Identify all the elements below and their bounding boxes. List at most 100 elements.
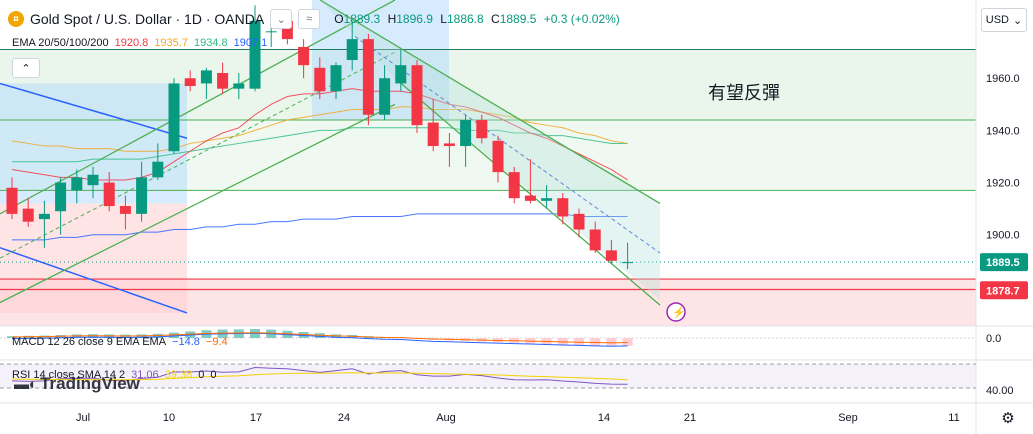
candle-body <box>55 182 67 212</box>
candle[interactable] <box>119 195 131 230</box>
macd-tick-label: 0.0 <box>986 333 1001 345</box>
candle[interactable] <box>103 172 115 212</box>
candle[interactable] <box>379 65 391 120</box>
candle[interactable] <box>508 166 520 204</box>
rsi-legend[interactable]: RSI 14 close SMA 14 2 31.06 39.38 0 0 <box>12 369 216 381</box>
candle-body <box>152 161 164 178</box>
candle-body <box>168 83 180 152</box>
candle[interactable] <box>55 177 67 235</box>
ema-label: EMA 20/50/100/200 <box>12 37 109 49</box>
candle-body <box>103 182 115 207</box>
price-label-badge <box>980 281 1028 300</box>
candle-body <box>557 198 569 217</box>
candle-body <box>379 78 391 115</box>
candle-body <box>427 122 439 147</box>
tradingview-logo-icon: ▬◖ <box>14 375 36 393</box>
tradingview-logo[interactable]: ▬◖ TradingView <box>14 374 140 393</box>
candle-body <box>249 20 261 89</box>
candle-body <box>541 198 553 201</box>
candle[interactable] <box>168 78 180 154</box>
candle-body <box>22 208 34 222</box>
x-tick-label: 11 <box>948 412 959 424</box>
collapse-legend-button[interactable]: ⌃ <box>12 58 40 78</box>
compare-icon[interactable]: ≈ <box>298 9 321 29</box>
candle[interactable] <box>152 143 164 180</box>
candle[interactable] <box>249 5 261 92</box>
chevron-down-icon: ⌄ <box>1013 14 1023 27</box>
candle[interactable] <box>6 177 18 220</box>
candle[interactable] <box>541 185 553 209</box>
rsi-line <box>11 367 628 385</box>
candle[interactable] <box>395 49 407 92</box>
price-label-text: 1878.7 <box>986 285 1020 297</box>
candle[interactable] <box>443 133 455 167</box>
macd-histogram-bar <box>7 336 17 338</box>
candle[interactable] <box>573 208 585 238</box>
candle[interactable] <box>217 62 229 94</box>
candle[interactable] <box>38 200 50 248</box>
ema-legend[interactable]: EMA 20/50/100/200 1920.8 1935.7 1934.8 1… <box>12 37 267 49</box>
macd-signal-value: −9.4 <box>205 336 228 348</box>
lightning-icon[interactable]: ⚡ <box>666 302 686 322</box>
candle-body <box>460 119 472 147</box>
candle-body <box>71 177 83 191</box>
ema50-line <box>11 106 628 152</box>
candle[interactable] <box>557 192 569 225</box>
candle[interactable] <box>200 67 212 100</box>
candle-body <box>298 46 310 66</box>
macd-label: MACD 12 26 close 9 EMA EMA <box>12 336 167 348</box>
candle[interactable] <box>362 33 374 126</box>
ema200-line <box>12 213 628 241</box>
candle[interactable] <box>589 221 601 253</box>
candle[interactable] <box>427 99 439 152</box>
rsi-div2-value: 0 <box>210 369 217 381</box>
candle[interactable] <box>476 114 488 144</box>
candle-body <box>87 174 99 186</box>
candle[interactable] <box>314 57 326 100</box>
candle[interactable] <box>184 70 196 92</box>
x-tick-label: 21 <box>684 412 696 424</box>
candle-body <box>573 213 585 230</box>
candle[interactable] <box>136 161 148 222</box>
macd-legend[interactable]: MACD 12 26 close 9 EMA EMA −14.8 −9.4 <box>12 336 228 348</box>
candle-body <box>217 73 229 89</box>
macd-histogram-bar <box>590 338 601 346</box>
candle[interactable] <box>298 39 310 79</box>
candle[interactable] <box>411 59 423 134</box>
chevron-down-icon[interactable]: ⌄ <box>270 9 293 29</box>
candle[interactable] <box>524 159 536 204</box>
gear-icon[interactable]: ⚙ <box>1001 410 1015 427</box>
candle[interactable] <box>71 169 83 204</box>
candle-body <box>476 119 488 139</box>
currency-selector[interactable]: USD ⌄ <box>981 8 1027 32</box>
candle[interactable] <box>233 73 245 100</box>
macd-line <box>11 332 628 347</box>
chart-header: ¤ Gold Spot / U.S. Dollar · 1D · OANDA ⌄… <box>8 8 624 30</box>
down-channel-line[interactable] <box>394 77 661 306</box>
x-tick-label: Sep <box>838 412 858 424</box>
x-tick-label: 24 <box>338 412 350 424</box>
candle[interactable] <box>492 135 504 183</box>
candle[interactable] <box>346 20 358 71</box>
candle-body <box>233 83 245 89</box>
candle-body <box>443 143 455 147</box>
annotation-text[interactable]: 有望反彈 <box>708 83 780 103</box>
symbol-title[interactable]: Gold Spot / U.S. Dollar · 1D · OANDA <box>30 11 265 27</box>
macd-histogram-bar <box>606 338 617 347</box>
candle[interactable] <box>605 239 617 264</box>
down-channel-line[interactable] <box>319 0 661 204</box>
uptrend-channel-line[interactable] <box>0 103 396 304</box>
candle[interactable] <box>87 166 99 199</box>
chevron-up-icon: ⌃ <box>21 62 31 75</box>
candle[interactable] <box>622 242 634 270</box>
downtrend-channel-line[interactable] <box>0 247 188 314</box>
candle[interactable] <box>22 198 34 227</box>
uptrend-channel-line[interactable] <box>0 0 396 215</box>
candle[interactable] <box>460 114 472 167</box>
ema50-value: 1935.7 <box>154 37 188 49</box>
candle[interactable] <box>330 62 342 100</box>
x-tick-label: Jul <box>76 412 90 424</box>
rsi-value: 31.06 <box>131 369 159 381</box>
